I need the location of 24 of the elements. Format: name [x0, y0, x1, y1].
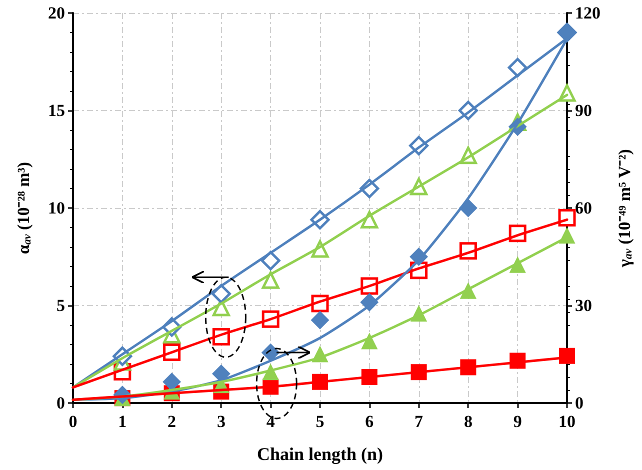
x-tick-label: 3: [216, 412, 226, 431]
x-tick-label: 9: [513, 412, 522, 431]
y2-tick-label: 30: [575, 296, 592, 315]
x-tick-label: 0: [68, 412, 78, 431]
y2-tick-label: 90: [575, 101, 592, 120]
x-tick-label: 5: [316, 412, 324, 431]
y2-tick-label: 120: [575, 4, 600, 22]
y2-axis-title: γav (10⁻⁴⁹ m⁵ V⁻²): [615, 149, 634, 268]
y-tick-label: 0: [56, 394, 65, 412]
y-tick-label: 10: [48, 198, 65, 218]
x-tick-label: 10: [558, 412, 576, 431]
x-tick-label: 4: [266, 412, 276, 431]
x-tick-label: 6: [365, 412, 374, 431]
x-tick-label: 1: [118, 412, 127, 431]
x-tick-label: 7: [414, 412, 424, 431]
y2-tick-label: 60: [575, 198, 592, 218]
y-axis-title: αav (10⁻²⁸ m³): [14, 162, 34, 254]
y-tick-label: 20: [48, 4, 65, 22]
y-tick-label: 5: [56, 296, 65, 315]
y-tick-label: 15: [48, 101, 65, 120]
x-tick-label: 2: [168, 412, 176, 431]
y2-tick-label: 0: [575, 394, 584, 412]
x-axis-title: Chain length (n): [256, 444, 384, 464]
x-tick-label: 8: [464, 412, 472, 431]
